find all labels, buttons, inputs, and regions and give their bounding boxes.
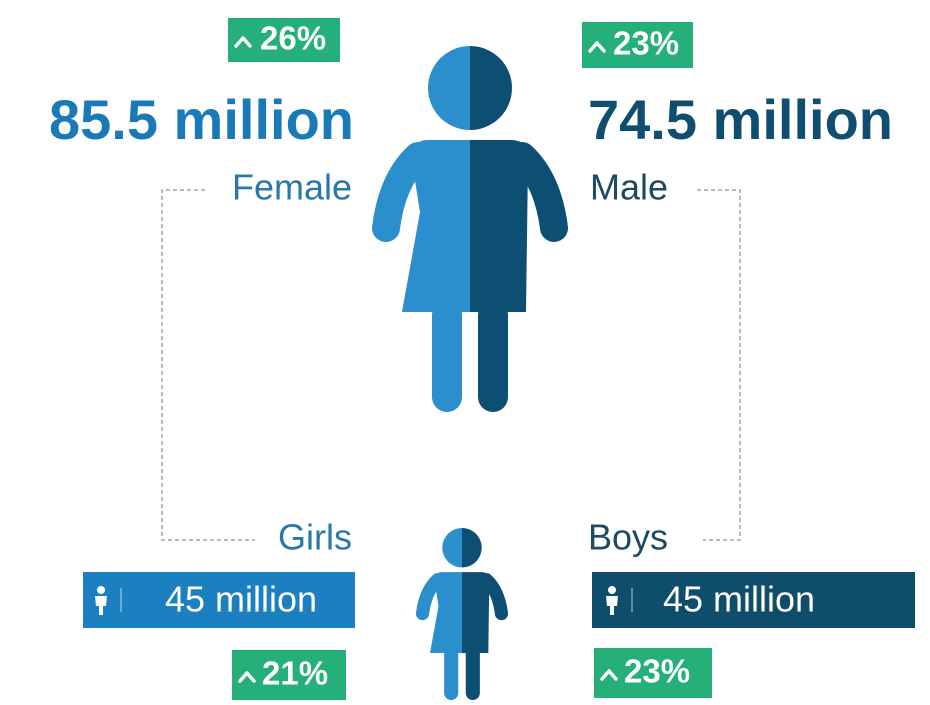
label: Boys bbox=[588, 517, 668, 558]
up-icon bbox=[600, 669, 618, 681]
label: Girls bbox=[278, 517, 352, 558]
up-icon bbox=[588, 41, 606, 53]
growth: 23% bbox=[613, 25, 679, 62]
total: 45 million bbox=[165, 579, 317, 620]
growth: 23% bbox=[624, 653, 690, 690]
connector bbox=[161, 189, 255, 541]
growth-badge bbox=[594, 648, 712, 698]
total: 45 million bbox=[663, 579, 815, 620]
adult-figure bbox=[386, 46, 554, 412]
total-bar bbox=[592, 572, 915, 628]
child-figure bbox=[423, 528, 502, 700]
up-icon bbox=[238, 671, 256, 683]
total: 74.5 million bbox=[588, 88, 893, 151]
growth: 21% bbox=[262, 655, 328, 692]
label: Female bbox=[232, 167, 352, 208]
up-icon bbox=[234, 36, 252, 48]
label: Male bbox=[590, 167, 668, 208]
connector bbox=[697, 189, 741, 541]
growth: 26% bbox=[260, 20, 326, 57]
total: 85.5 million bbox=[49, 88, 354, 151]
total-bar bbox=[83, 572, 355, 628]
